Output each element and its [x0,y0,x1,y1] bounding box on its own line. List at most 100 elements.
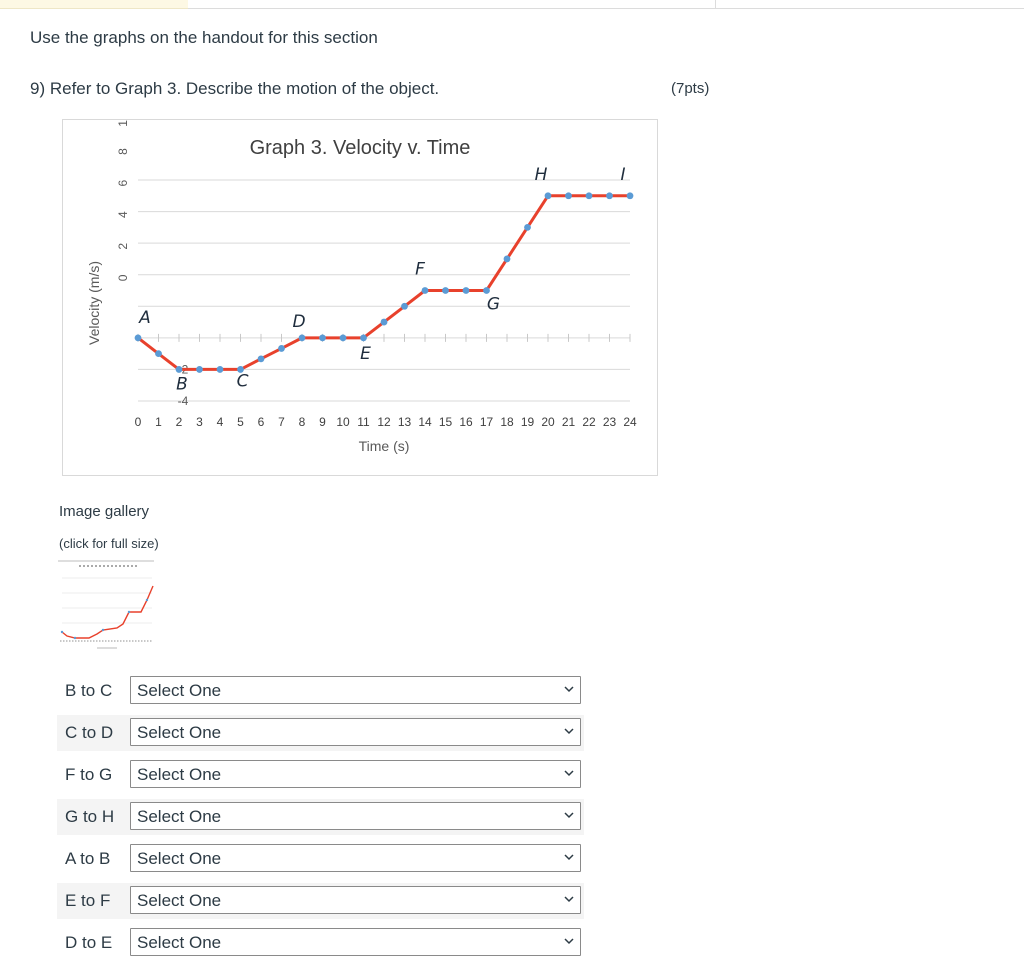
data-point [360,334,367,342]
data-point [175,366,183,373]
answer-select-a-to-b[interactable]: Select One [130,844,581,872]
point-annotation: H [535,165,548,185]
answer-select-f-to-g[interactable]: Select One [130,760,581,788]
answer-row-label: B to C [65,681,113,700]
data-point [319,334,326,342]
x-tick-label: 4 [217,415,224,429]
x-tick-label: 10 [336,415,350,429]
select-value: Select One [137,765,222,784]
answer-row-label: D to E [65,933,113,952]
x-tick-label: 13 [398,415,412,429]
answer-row-label: G to H [65,807,115,826]
gallery-title: Image gallery [59,503,150,520]
data-point [216,366,224,373]
x-tick-label: 23 [603,415,617,429]
x-tick-label: 2 [176,415,183,429]
data-point [134,334,142,342]
data-point [442,287,449,294]
top-bar [0,0,1024,10]
answer-row-a-to-b: A to B Select One [57,841,584,877]
select-value: Select One [137,681,222,700]
x-tick-label: 11 [357,415,370,429]
answer-row-f-to-g: F to G Select One [57,757,584,793]
answer-select-g-to-h[interactable]: Select One [130,802,581,830]
y-tick-label: 8 [116,148,130,155]
chevron-down-icon [564,896,574,903]
answer-select-c-to-d[interactable]: Select One [130,718,581,746]
y-tick-label: 10 [116,120,130,127]
answer-row-label: C to D [65,723,114,742]
data-point [544,192,552,200]
chevron-down-icon [564,938,574,945]
data-point [421,287,429,294]
data-point [401,302,408,310]
answer-select-e-to-f[interactable]: Select One [130,886,581,914]
data-point [606,192,613,200]
chevron-down-icon [564,854,574,861]
data-point [483,287,490,294]
select-value: Select One [137,933,222,952]
x-tick-label: 21 [562,415,576,429]
answer-row-g-to-h: G to H Select One [57,799,584,835]
chevron-down-icon [564,728,574,735]
chart-title: Graph 3. Velocity v. Time [250,137,471,159]
section-instructions: Use the graphs on the handout for this s… [30,28,378,47]
answer-row-d-to-e: D to E Select One [57,925,584,961]
data-point [298,334,306,342]
y-tick-label: 2 [116,243,130,250]
x-tick-label: 14 [418,415,432,429]
point-annotation: A [138,308,151,328]
answer-select-d-to-e[interactable]: Select One [130,928,581,956]
x-tick-label: 15 [439,415,453,429]
data-point [257,355,265,363]
x-tick-label: 9 [319,415,326,429]
x-tick-label: 16 [459,415,473,429]
gallery-thumbnail[interactable] [57,558,155,658]
answer-row-label: A to B [65,849,111,868]
x-tick-label: 8 [299,415,306,429]
graph-3-image: Graph 3. Velocity v. Time -4 -2 0 2 4 6 8 10 0 1 2… [62,119,658,476]
x-tick-label: 3 [196,415,203,429]
x-tick-label: 5 [237,415,244,429]
gallery-subtitle: (click for full size) [59,536,159,551]
data-point [380,318,388,326]
x-tick-label: 12 [377,415,391,429]
y-tick-label: 0 [116,274,130,281]
answer-select-b-to-c[interactable]: Select One [130,676,581,704]
data-point [503,255,511,263]
data-point [339,334,347,342]
y-tick-label: -4 [178,394,189,408]
x-tick-label: 22 [582,415,596,429]
series-line [137,194,630,371]
x-tick-label: 7 [278,415,285,429]
question-points: (7pts) [671,80,710,97]
point-annotation: E [360,344,371,364]
x-axis-label: Time (s) [359,438,410,454]
y-tick-label: 6 [116,179,130,186]
answer-row-c-to-d: C to D Select One [57,715,584,751]
point-annotation: G [487,295,500,315]
x-tick-label: 6 [258,415,265,429]
point-annotation: D [292,312,305,332]
select-value: Select One [137,723,222,742]
y-axis-label: Velocity (m/s) [86,261,102,345]
select-value: Select One [137,849,222,868]
answer-row-label: E to F [65,891,111,910]
point-annotation: I [620,165,625,185]
data-point [565,192,572,200]
point-annotation: C [237,371,249,391]
chevron-down-icon [564,686,574,693]
answer-row-label: F to G [65,765,113,784]
data-point [626,192,634,200]
chevron-down-icon [564,812,574,819]
x-tick-label: 20 [541,415,555,429]
data-point [278,345,285,352]
select-value: Select One [137,891,222,910]
x-tick-label: 18 [500,415,514,429]
data-point [585,192,593,200]
x-tick-label: 17 [480,415,494,429]
question-text: 9) Refer to Graph 3. Describe the motion… [30,79,440,98]
chevron-down-icon [564,770,574,777]
data-point [462,287,470,294]
